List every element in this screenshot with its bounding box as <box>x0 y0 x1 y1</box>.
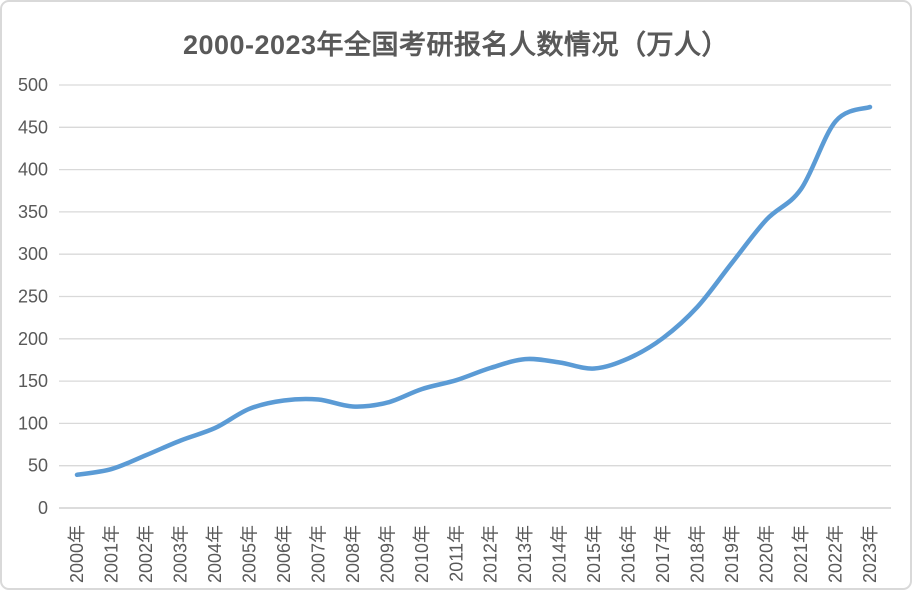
x-tick-label: 2019年 <box>722 525 742 583</box>
y-tick-label: 200 <box>18 329 48 349</box>
x-tick-label: 2021年 <box>791 525 811 583</box>
y-tick-label: 300 <box>18 244 48 264</box>
x-tick-label: 2020年 <box>757 525 777 583</box>
x-tick-label: 2009年 <box>377 525 397 583</box>
chart-title: 2000-2023年全国考研报名人数情况（万人） <box>182 30 730 60</box>
y-tick-label: 0 <box>38 498 48 518</box>
x-tick-label: 2013年 <box>515 525 535 583</box>
y-tick-label: 150 <box>18 371 48 391</box>
x-tick-label: 2005年 <box>239 525 259 583</box>
x-tick-label: 2004年 <box>205 525 225 583</box>
x-tick-label: 2000年 <box>67 525 87 583</box>
x-tick-label: 2012年 <box>481 525 501 583</box>
y-tick-label: 350 <box>18 202 48 222</box>
x-tick-label: 2010年 <box>412 525 432 583</box>
x-tick-label: 2002年 <box>136 525 156 583</box>
y-tick-label: 100 <box>18 413 48 433</box>
x-tick-label: 2014年 <box>550 525 570 583</box>
x-tick-label: 2003年 <box>170 525 190 583</box>
y-tick-label: 450 <box>18 117 48 137</box>
x-tick-label: 2015年 <box>584 525 604 583</box>
x-tick-label: 2016年 <box>619 525 639 583</box>
x-tick-label: 2017年 <box>653 525 673 583</box>
x-tick-label: 2018年 <box>688 525 708 583</box>
x-tick-label: 2001年 <box>101 525 121 583</box>
y-tick-label: 500 <box>18 75 48 95</box>
series-line <box>74 104 873 478</box>
x-tick-label: 2006年 <box>274 525 294 583</box>
y-tick-label: 250 <box>18 287 48 307</box>
x-tick-label: 2023年 <box>860 525 880 583</box>
x-tick-label: 2022年 <box>826 525 846 583</box>
x-tick-label: 2008年 <box>343 525 363 583</box>
y-tick-label: 50 <box>28 456 48 476</box>
y-tick-label: 400 <box>18 160 48 180</box>
x-tick-label: 2007年 <box>308 525 328 583</box>
x-tick-label: 2011年 <box>446 525 466 582</box>
